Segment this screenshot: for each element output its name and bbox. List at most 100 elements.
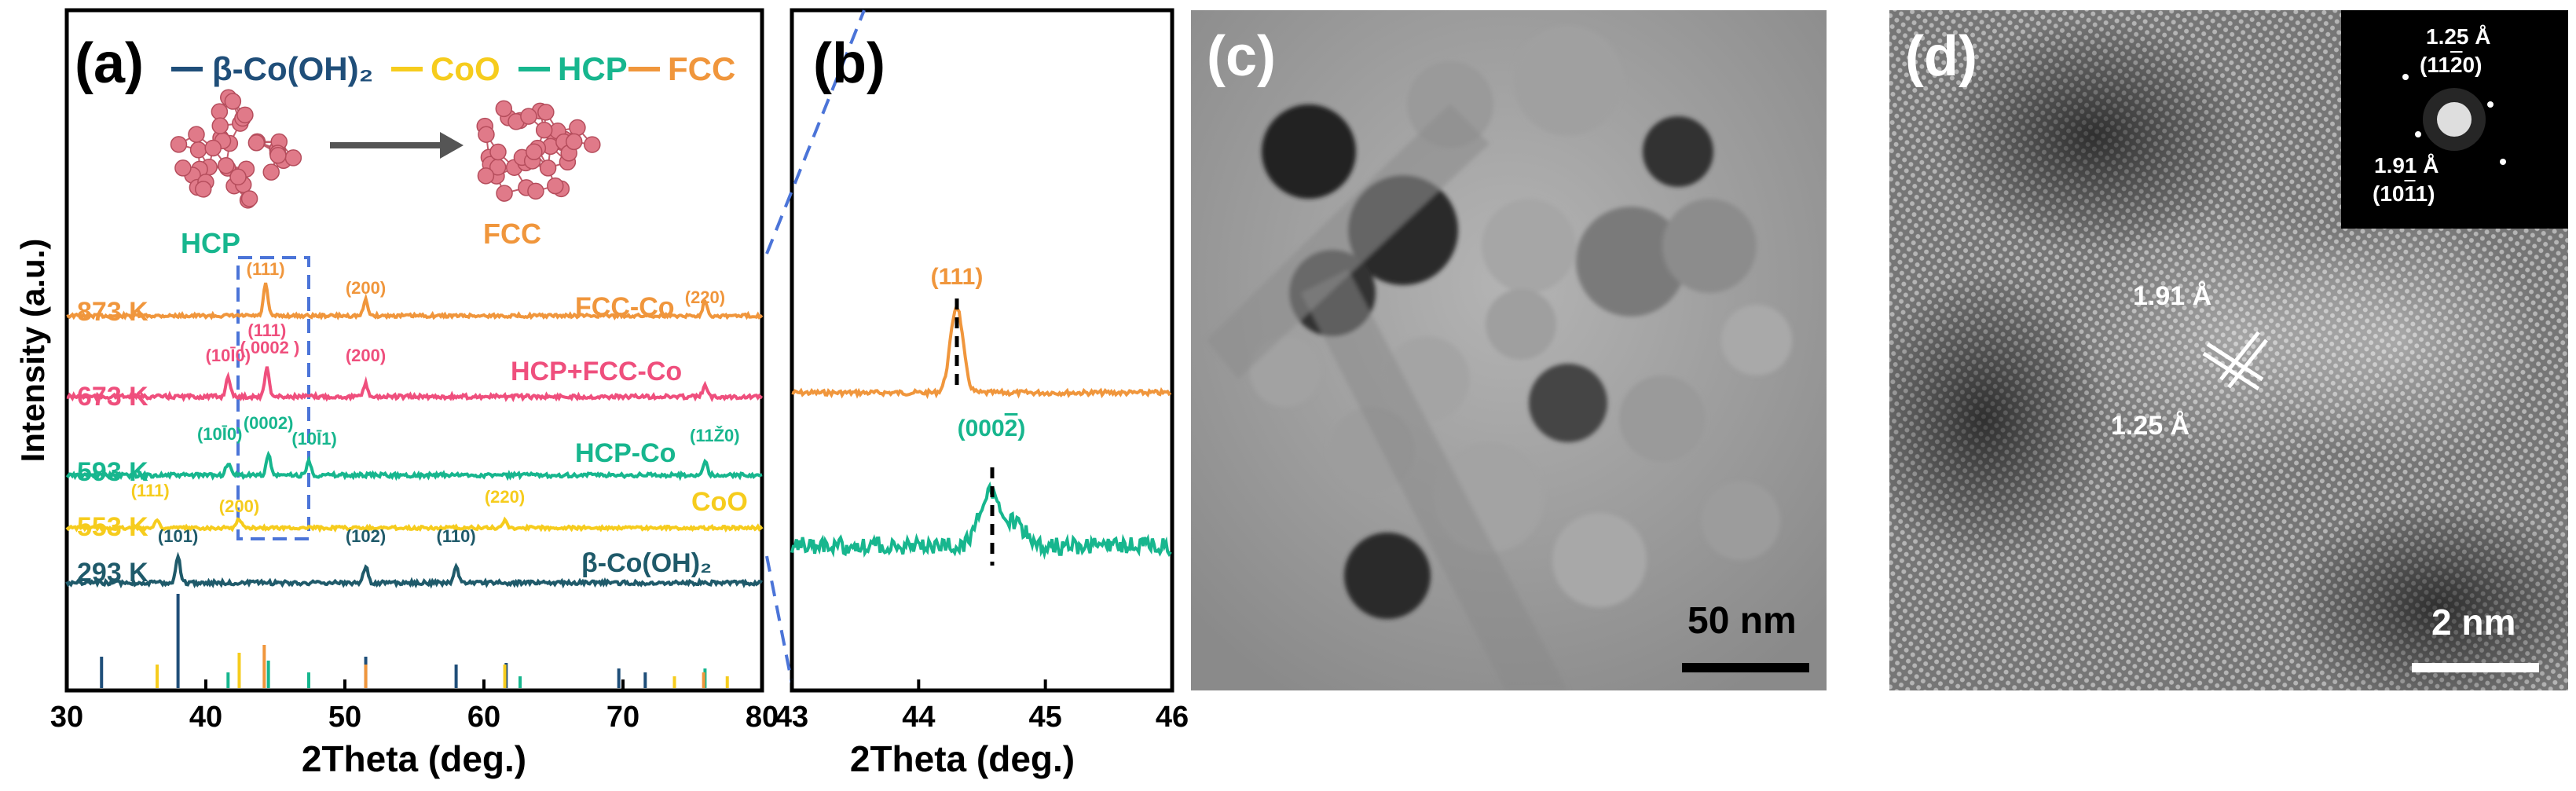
atom <box>211 103 229 120</box>
fft-pattern <box>2402 74 2506 165</box>
panel-d-hrtem-image: (d) 1.91 Å 1.25 Å 1.25 Å (1120) 1.91 Å (… <box>1889 10 2568 690</box>
nanoparticle <box>1486 289 1556 360</box>
fft-d2: 1.91 Å <box>2374 153 2439 178</box>
temp-label-293: 293 K <box>77 558 148 588</box>
nanoparticle <box>1250 336 1321 407</box>
nanoparticle <box>1643 116 1713 187</box>
x-tick-label-a: 70 <box>606 701 639 734</box>
schematic-hcp-label: HCP <box>181 227 240 259</box>
atom <box>247 134 266 152</box>
peak-label: (200) <box>346 278 386 298</box>
xrd-trace <box>65 450 763 482</box>
panel-b-trace <box>790 481 1172 560</box>
temp-label-873: 873 K <box>77 297 148 327</box>
peak-label: (220) <box>685 287 725 307</box>
atom <box>584 136 601 153</box>
panel-a-ylabel: Intensity (a.u.) <box>14 239 51 463</box>
peak-label: (11Ž0) <box>690 426 740 445</box>
peak-label: ( 0002 ) <box>240 338 300 357</box>
xrd-trace <box>65 516 764 533</box>
lattice-spacing-top: 1.91 Å <box>2133 281 2212 311</box>
peak-label: (200) <box>346 346 386 365</box>
peak-label: (110) <box>437 526 476 546</box>
peak-label: (101) <box>158 526 198 546</box>
peak-label: (0002) <box>244 413 294 433</box>
atom <box>537 104 555 121</box>
zoom-line-top <box>765 9 866 255</box>
atom <box>236 106 254 124</box>
atom <box>188 126 205 143</box>
legend-label-cooh: β-Co(OH)₂ <box>212 50 373 87</box>
nanoparticle <box>1529 364 1607 442</box>
peak-label: (10Ī0) <box>206 346 251 365</box>
atom <box>204 139 222 157</box>
legend: β-Co(OH)₂ CoO HCP FCC <box>171 50 735 87</box>
atom <box>495 100 513 118</box>
panel-b-label: (b) <box>813 32 885 95</box>
atom <box>224 93 242 110</box>
temp-label-553: 553 K <box>77 512 148 542</box>
xrd-traces <box>65 282 764 589</box>
atom <box>569 119 586 137</box>
atom <box>565 133 583 151</box>
nanoparticle <box>1721 305 1792 375</box>
atom <box>496 185 513 202</box>
atom <box>284 149 302 167</box>
phase-label-593: HCP-Co <box>575 438 676 468</box>
lattice-spacing-bottom: 1.25 Å <box>2111 411 2190 441</box>
atom <box>240 190 258 207</box>
atom <box>194 181 212 198</box>
reference-sticks <box>100 594 729 688</box>
peak-label: (10Ī1) <box>291 429 336 449</box>
atom <box>527 182 544 200</box>
x-tick-label-a: 60 <box>467 701 500 734</box>
atom <box>547 177 564 195</box>
fft-d1: 1.25 Å <box>2426 24 2491 49</box>
temp-label-673: 673 K <box>77 382 148 412</box>
peak-label: (220) <box>485 487 525 507</box>
panel-a-label: (a) <box>75 32 144 95</box>
atom <box>189 141 207 159</box>
x-tick-label-a: 30 <box>50 701 83 734</box>
phase-label-873: FCC-Co <box>575 292 675 322</box>
transformation-arrowhead <box>440 132 464 159</box>
nanoparticle <box>1702 482 1780 560</box>
nanoparticle <box>1482 199 1576 293</box>
x-tick-label-b: 44 <box>902 701 935 734</box>
nanorod <box>1207 104 1490 379</box>
fft-hkl2: (1011) <box>2373 181 2435 206</box>
nanoparticle <box>1552 513 1647 607</box>
phase-label-293: β-Co(OH)₂ <box>581 548 712 578</box>
peak-label: (10Ī0) <box>197 424 242 444</box>
panel-b-frame <box>790 8 1174 693</box>
nanoparticle <box>1662 199 1757 293</box>
x-tick-label-b: 43 <box>775 701 808 734</box>
panel-a-xlabel: 2Theta (deg.) <box>302 738 526 779</box>
atom <box>539 159 557 177</box>
nanoparticle <box>1513 26 1623 136</box>
x-tick-label-a: 40 <box>189 701 222 734</box>
peak-label: (111) <box>247 259 285 279</box>
peak-labels: (111)(200) (220)(10Ī0)(111)( 0002 ) (200)(… <box>131 259 740 546</box>
panel-d-label: (d) <box>1905 25 1977 88</box>
atom <box>211 117 229 134</box>
nanoparticle <box>1344 533 1431 619</box>
xrd-trace <box>65 551 764 589</box>
panel-c-label: (c) <box>1207 25 1276 88</box>
panel-b-xlabel: 2Theta (deg.) <box>850 738 1075 779</box>
atom <box>535 121 553 139</box>
scale-bar-c-label: 50 nm <box>1687 600 1797 642</box>
fft-inset: 1.25 Å (1120) 1.91 Å (1011) <box>2341 10 2568 229</box>
nanoparticle <box>1619 375 1706 462</box>
temp-label-593: 593 K <box>77 457 148 487</box>
panel-b-traces <box>790 304 1172 560</box>
panel-b-x-axis: 43 44 45 46 <box>775 679 1189 734</box>
panel-b-trace <box>791 304 1172 400</box>
scale-bar-d <box>2412 663 2539 672</box>
scale-bar-d-label: 2 nm <box>2431 602 2516 643</box>
peak-label: (111) <box>247 320 286 340</box>
x-tick-label-a: 50 <box>328 701 361 734</box>
zoom-line-bottom <box>765 555 793 684</box>
phase-label-673: HCP+FCC-Co <box>511 357 682 386</box>
